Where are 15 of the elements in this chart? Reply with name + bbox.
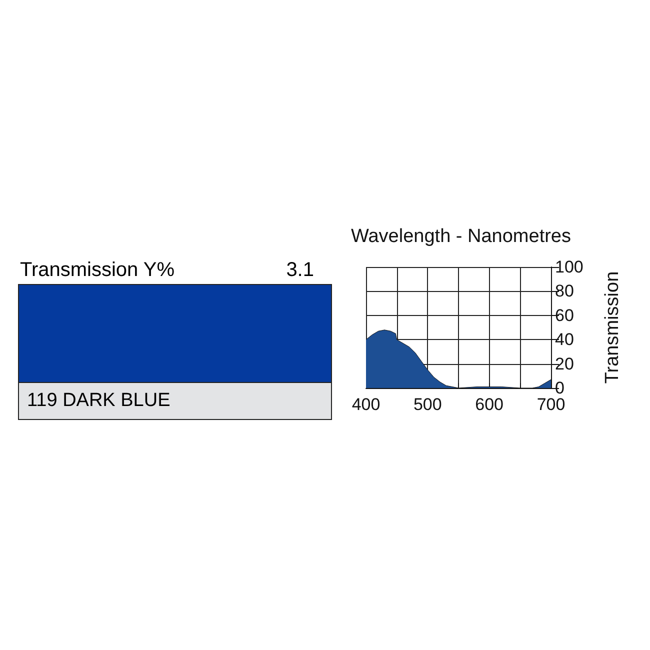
x-tick-label: 700	[536, 395, 566, 414]
text: 119 DARK BLUE	[19, 383, 331, 419]
y-tick-label: 80	[555, 282, 574, 301]
x-tick-label: 500	[413, 395, 442, 414]
y-axis-title: Transmission	[602, 271, 623, 384]
x-tick-label: 600	[475, 395, 504, 414]
y-tick-label: 40	[555, 330, 574, 350]
x-tick-label: 400	[352, 395, 380, 414]
y-tick-label: 100	[555, 258, 584, 276]
text: Transmission Y%	[20, 258, 174, 283]
text: 3.1	[286, 258, 314, 283]
y-tick-label: 60	[555, 306, 574, 325]
x-axis-title: Wavelength - Nanometres	[351, 226, 572, 247]
y-tick-label: 20	[555, 354, 574, 374]
y-tick-label: 0	[555, 378, 564, 398]
